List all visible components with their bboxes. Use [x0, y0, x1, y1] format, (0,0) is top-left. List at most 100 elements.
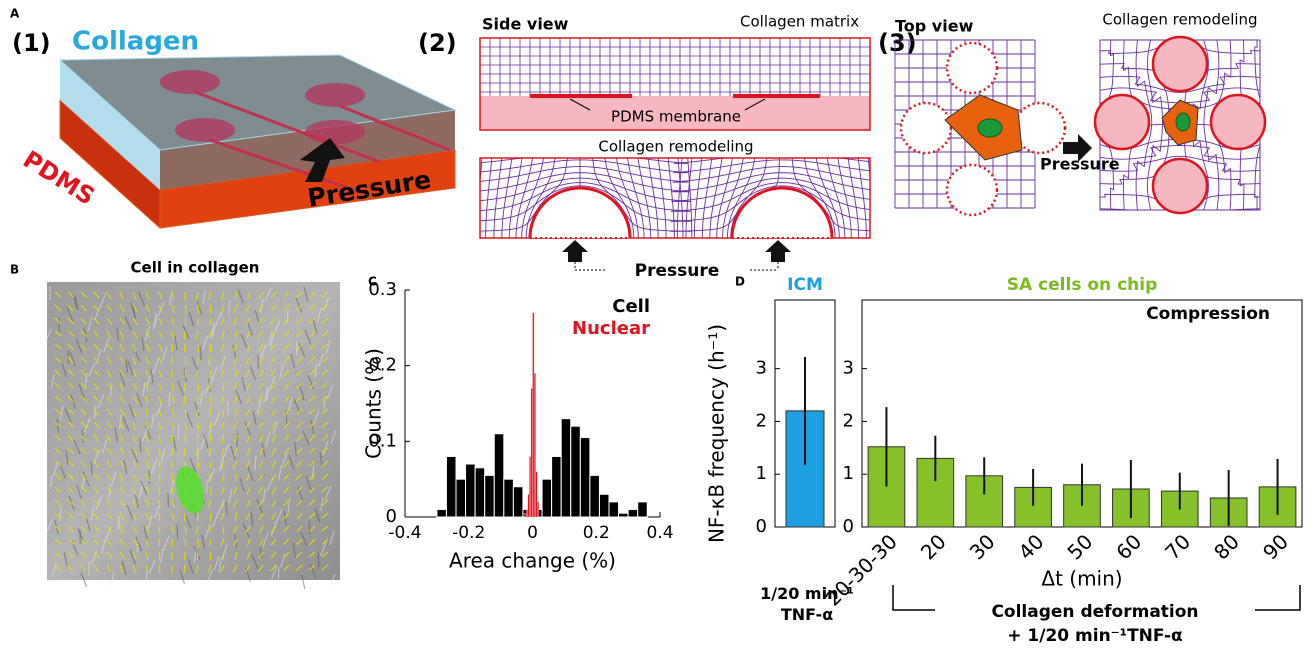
flow-arrow: [197, 552, 198, 560]
fiber: [315, 364, 316, 378]
hist-bar: [609, 502, 619, 517]
x-tick-label: 40: [1014, 529, 1049, 564]
hist-bar: [542, 479, 552, 517]
hist-bar: [466, 464, 476, 517]
flow-arrow: [172, 539, 173, 547]
hist-bar: [525, 513, 527, 517]
panel-label: D: [735, 275, 745, 289]
slab-diagram: [60, 55, 455, 228]
x-tick-label: 80: [1209, 529, 1244, 564]
y-tick-label: 3: [843, 358, 854, 379]
category-label: 1/20 min⁻¹ TNF-α: [759, 583, 855, 625]
y-tick-label: 2: [756, 410, 767, 431]
image-title: Cell in collagen: [131, 259, 260, 277]
grid-line-decor: [626, 148, 644, 257]
flow-arrow: [184, 344, 185, 352]
y-tick-label: 1: [756, 463, 767, 484]
hist-bar: [531, 388, 533, 517]
micrograph: [47, 282, 340, 580]
fiber: [287, 309, 288, 323]
panel-label: B: [10, 263, 19, 277]
hist-bar: [534, 373, 536, 517]
bracket-label: + 1/20 min⁻¹TNF-α: [1007, 626, 1183, 646]
figure: A B C D (1) Collagen PDMS Pressure (2) S…: [0, 0, 1311, 650]
x-tick-label: 70: [1160, 529, 1195, 564]
flow-arrow: [172, 474, 173, 482]
diagram-label: Collagen matrix: [740, 13, 859, 31]
hist-bar: [446, 456, 456, 517]
arrow: [562, 240, 588, 262]
diagram-label: PDMS membrane: [611, 108, 741, 126]
fiber: [178, 424, 179, 438]
grid-line-decor: [509, 149, 523, 254]
hist-bar: [529, 456, 531, 517]
chart-title: SA cells on chip: [1007, 275, 1158, 295]
hist-bar: [638, 502, 648, 517]
grid-line-decor: [868, 152, 875, 252]
flow-arrow: [210, 344, 211, 352]
x-tick-label: -0.4: [388, 523, 421, 543]
legend-entry: Nuclear: [572, 318, 650, 339]
y-tick-label: 0.3: [368, 279, 397, 300]
hist-bar: [561, 419, 571, 517]
hist-bar: [513, 487, 523, 517]
grid-line-decor: [468, 154, 472, 251]
flow-arrow: [198, 461, 199, 469]
x-tick-label: -0.2: [452, 523, 485, 543]
hist-bar: [526, 509, 528, 517]
pressure-label: Pressure: [1040, 155, 1120, 174]
pressure-label: Pressure: [635, 261, 720, 281]
fiber: [318, 553, 319, 567]
grid-line-decor: [637, 149, 651, 254]
y-tick-label: 3: [756, 358, 767, 379]
y-tick-label: 1: [843, 463, 854, 484]
x-tick-label: 60: [1111, 529, 1146, 564]
arrow: [765, 240, 791, 262]
matrix-grid: [480, 38, 870, 96]
flow-arrow: [198, 539, 199, 547]
canvas: A B C D (1) Collagen PDMS Pressure (2) S…: [0, 0, 1311, 650]
fiber: [140, 438, 141, 452]
x-tick-label: 0.4: [646, 523, 673, 543]
step-label: (2): [418, 29, 457, 57]
hist-bar: [533, 313, 535, 517]
x-tick-label: 50: [1062, 529, 1097, 564]
y-tick-label: 0: [756, 516, 767, 537]
x-tick-label: 0: [527, 523, 538, 543]
step-label: (1): [12, 29, 51, 57]
flow-arrow: [210, 552, 211, 560]
flow-arrow: [185, 409, 186, 417]
hist-bar: [628, 509, 638, 517]
y-tick-label: 2: [843, 410, 854, 431]
view-label: Side view: [482, 15, 569, 34]
annotation: Compression: [1146, 304, 1270, 324]
x-tick-label: 0.2: [583, 523, 610, 543]
hist-bar: [456, 479, 466, 517]
hist-bar: [571, 426, 581, 517]
grid-line-decor: [516, 148, 534, 257]
legend-entry: Cell: [612, 296, 650, 317]
hist-bar: [552, 456, 562, 517]
hist-bar: [536, 472, 538, 517]
bracket-label: Collagen deformation: [991, 602, 1198, 622]
hist-bar: [504, 479, 514, 517]
view-label: Top view: [895, 17, 974, 36]
hist-bar: [580, 438, 590, 517]
diagram-label: Collagen remodeling: [1102, 11, 1257, 29]
hist-bar: [528, 494, 530, 517]
panel-label: A: [10, 7, 20, 21]
nucleus: [1176, 113, 1190, 131]
x-tick-label: 20: [916, 529, 951, 564]
hist-bar: [475, 468, 485, 517]
x-axis-label: Δt (min): [1041, 567, 1122, 591]
fiber: [177, 525, 178, 539]
x-tick-label: 90: [1258, 529, 1293, 564]
hist-bar: [590, 475, 600, 517]
hist-bar: [537, 502, 539, 517]
grid-line-decor: [486, 153, 493, 253]
y-axis-label: NF-κB frequency (h⁻¹): [705, 324, 729, 543]
y-axis-label: Counts (%): [362, 348, 386, 459]
hist-bar: [619, 513, 629, 517]
chart-title: ICM: [787, 275, 823, 295]
grid-line-decor: [878, 153, 884, 252]
